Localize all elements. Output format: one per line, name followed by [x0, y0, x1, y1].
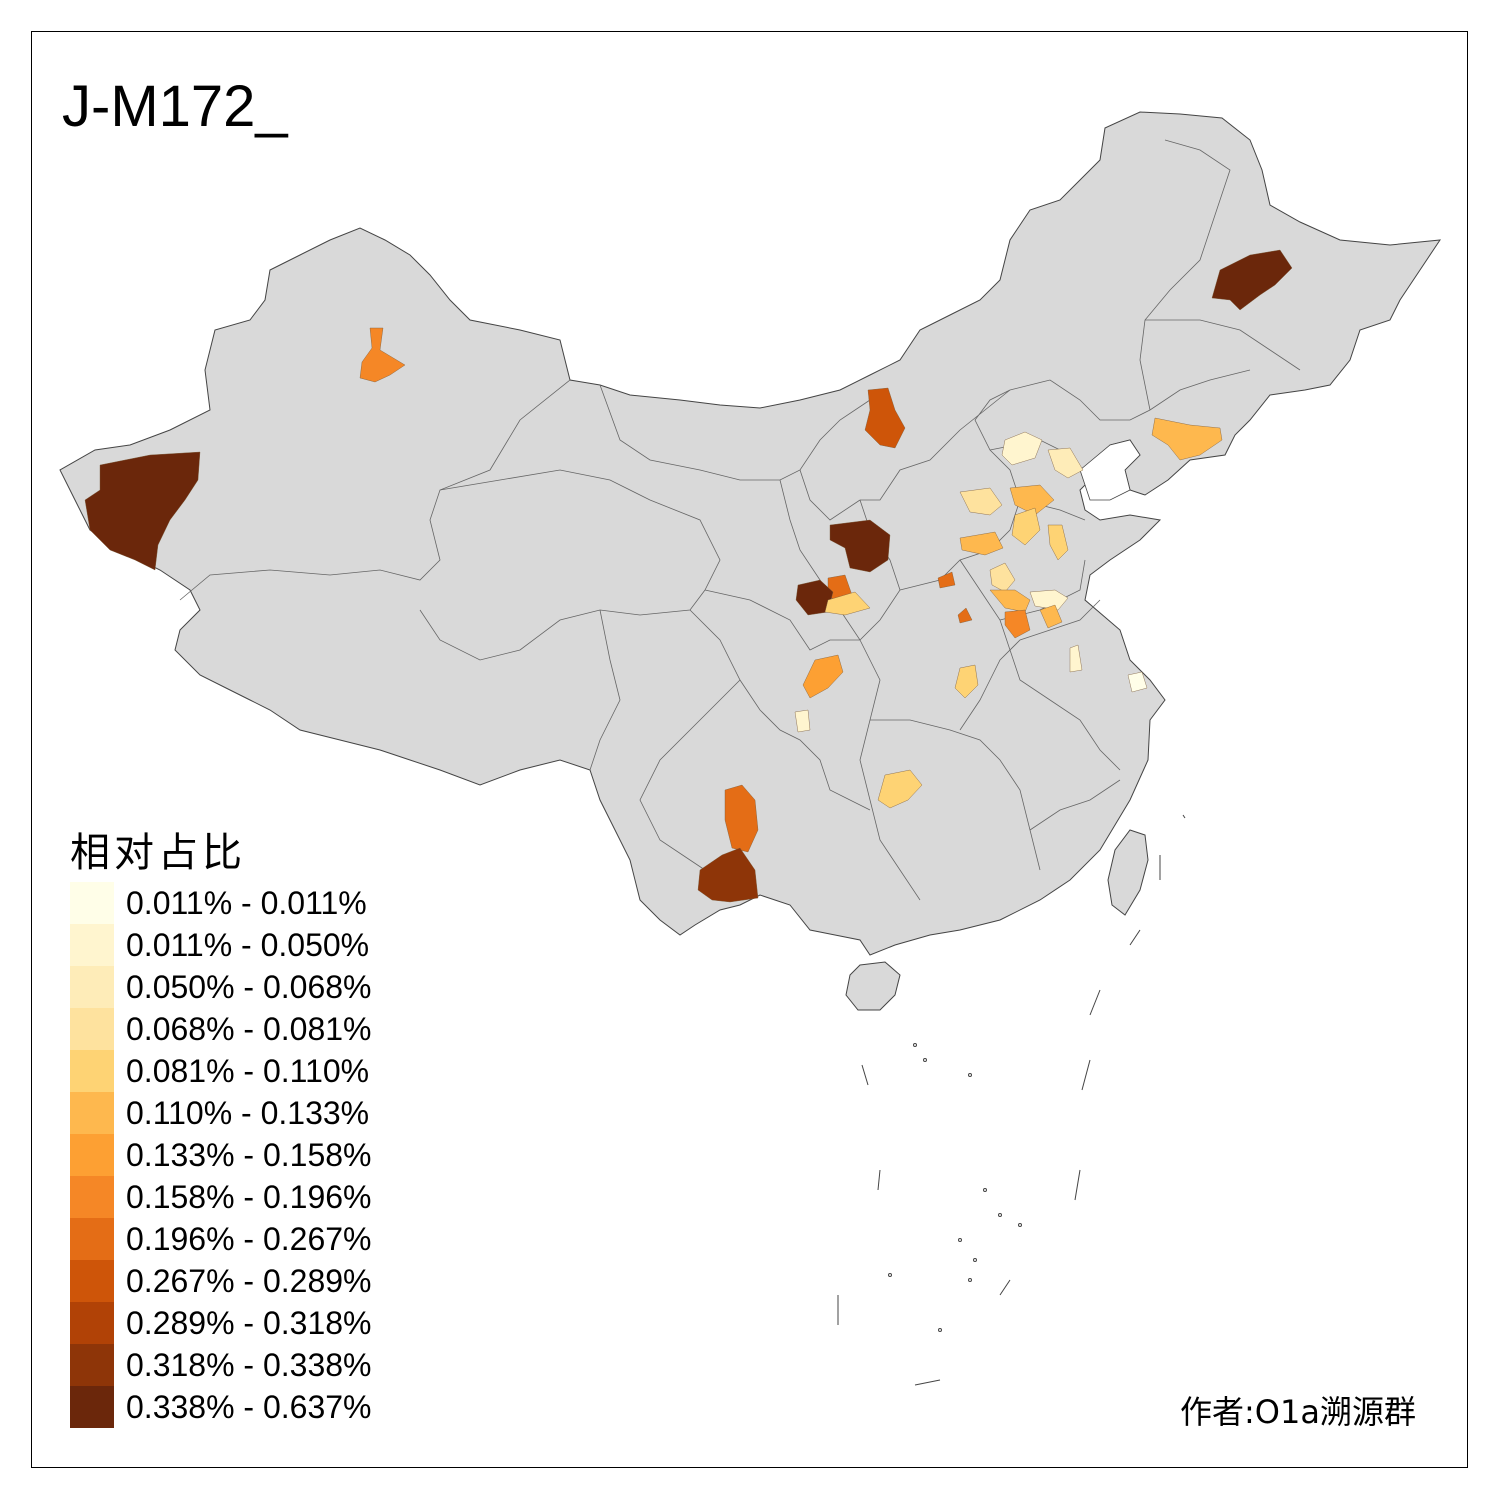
- taiwan-island: [1107, 829, 1149, 916]
- legend-swatch: [70, 1386, 114, 1428]
- region-shanxi-dot: [937, 571, 956, 589]
- legend-swatch: [70, 1302, 114, 1344]
- data-regions: [84, 249, 1293, 903]
- region-liaodong: [1151, 417, 1223, 461]
- legend-label: 0.267% - 0.289%: [126, 1262, 372, 1299]
- region-xian: [824, 591, 871, 616]
- region-linyi: [1004, 609, 1031, 639]
- south-china-sea-islands: [837, 814, 1186, 1386]
- legend-item: 0.011% - 0.050%: [70, 924, 372, 966]
- region-hebei-a: [959, 487, 1003, 516]
- legend-item: 0.338% - 0.637%: [70, 1386, 372, 1428]
- legend-label: 0.158% - 0.196%: [126, 1178, 372, 1215]
- legend-item: 0.050% - 0.068%: [70, 966, 372, 1008]
- legend-swatch: [70, 1092, 114, 1134]
- legend-label: 0.318% - 0.338%: [126, 1346, 372, 1383]
- region-hebei-d: [1047, 524, 1069, 561]
- region-north-xinjiang: [359, 327, 406, 383]
- region-yunnan-north: [724, 784, 759, 853]
- region-shandong-a: [989, 562, 1016, 593]
- region-shijiazhuang: [959, 531, 1004, 556]
- region-hohhot: [864, 387, 906, 449]
- region-beijing: [1001, 431, 1043, 466]
- legend-swatch: [70, 1260, 114, 1302]
- legend-swatch: [70, 924, 114, 966]
- hainan-island: [845, 961, 901, 1011]
- region-henan-dot: [957, 607, 973, 624]
- province-borders: [179, 139, 1301, 901]
- legend-label: 0.068% - 0.081%: [126, 1010, 372, 1047]
- legend-label: 0.050% - 0.068%: [126, 968, 372, 1005]
- region-shandong-c: [1029, 589, 1069, 611]
- legend-label: 0.133% - 0.158%: [126, 1136, 372, 1173]
- legend-item: 0.267% - 0.289%: [70, 1260, 372, 1302]
- legend-label: 0.338% - 0.637%: [126, 1388, 372, 1425]
- region-hanzhong: [802, 654, 844, 699]
- legend-swatch: [70, 1134, 114, 1176]
- legend-swatch: [70, 1008, 114, 1050]
- legend-swatch: [70, 1176, 114, 1218]
- bohai-sea: [1079, 439, 1141, 501]
- legend-label: 0.081% - 0.110%: [126, 1052, 370, 1089]
- legend-title: 相对占比: [70, 830, 246, 876]
- plot-frame: [31, 31, 1468, 1468]
- author-credit: 作者:O1a溯源群: [1180, 1393, 1416, 1431]
- legend-item: 0.158% - 0.196%: [70, 1176, 372, 1218]
- legend-swatch: [70, 1218, 114, 1260]
- legend-item: 0.081% - 0.110%: [70, 1050, 372, 1092]
- legend-swatch: [70, 882, 114, 924]
- legend-item: 0.011% - 0.011%: [70, 882, 372, 924]
- region-shanghai: [1127, 671, 1148, 693]
- region-shandong-b: [989, 589, 1031, 613]
- legend-item: 0.133% - 0.158%: [70, 1134, 372, 1176]
- region-xuzhou: [1069, 644, 1083, 673]
- region-shandong-d: [1039, 604, 1063, 629]
- legend-item: 0.289% - 0.318%: [70, 1302, 372, 1344]
- legend-label: 0.011% - 0.050%: [126, 926, 370, 963]
- legend-label: 0.011% - 0.011%: [126, 884, 367, 921]
- legend-item: 0.196% - 0.267%: [70, 1218, 372, 1260]
- region-kashgar: [84, 451, 201, 571]
- legend-swatch: [70, 1344, 114, 1386]
- legend-label: 0.196% - 0.267%: [126, 1220, 372, 1257]
- region-heilongjiang: [1211, 249, 1293, 311]
- region-tangshan: [1047, 447, 1084, 479]
- legend-item: 0.068% - 0.081%: [70, 1008, 372, 1050]
- region-hebei-c: [1011, 507, 1041, 546]
- region-hebei-b: [1009, 484, 1055, 516]
- map-title: J-M172_: [62, 74, 288, 139]
- region-yulin: [829, 519, 891, 573]
- legend-item: 0.318% - 0.338%: [70, 1344, 372, 1386]
- legend: 0.011% - 0.011% 0.011% - 0.050% 0.050% -…: [70, 882, 372, 1428]
- legend-swatch: [70, 1050, 114, 1092]
- region-guangyuan: [794, 709, 811, 733]
- china-mainland: [59, 111, 1442, 956]
- legend-label: 0.289% - 0.318%: [126, 1304, 372, 1341]
- legend-label: 0.110% - 0.133%: [126, 1094, 370, 1131]
- region-chongqing-east: [877, 769, 923, 809]
- legend-item: 0.110% - 0.133%: [70, 1092, 372, 1134]
- region-yunnan-south: [697, 847, 759, 903]
- legend-swatch: [70, 966, 114, 1008]
- region-nanyang: [954, 664, 979, 699]
